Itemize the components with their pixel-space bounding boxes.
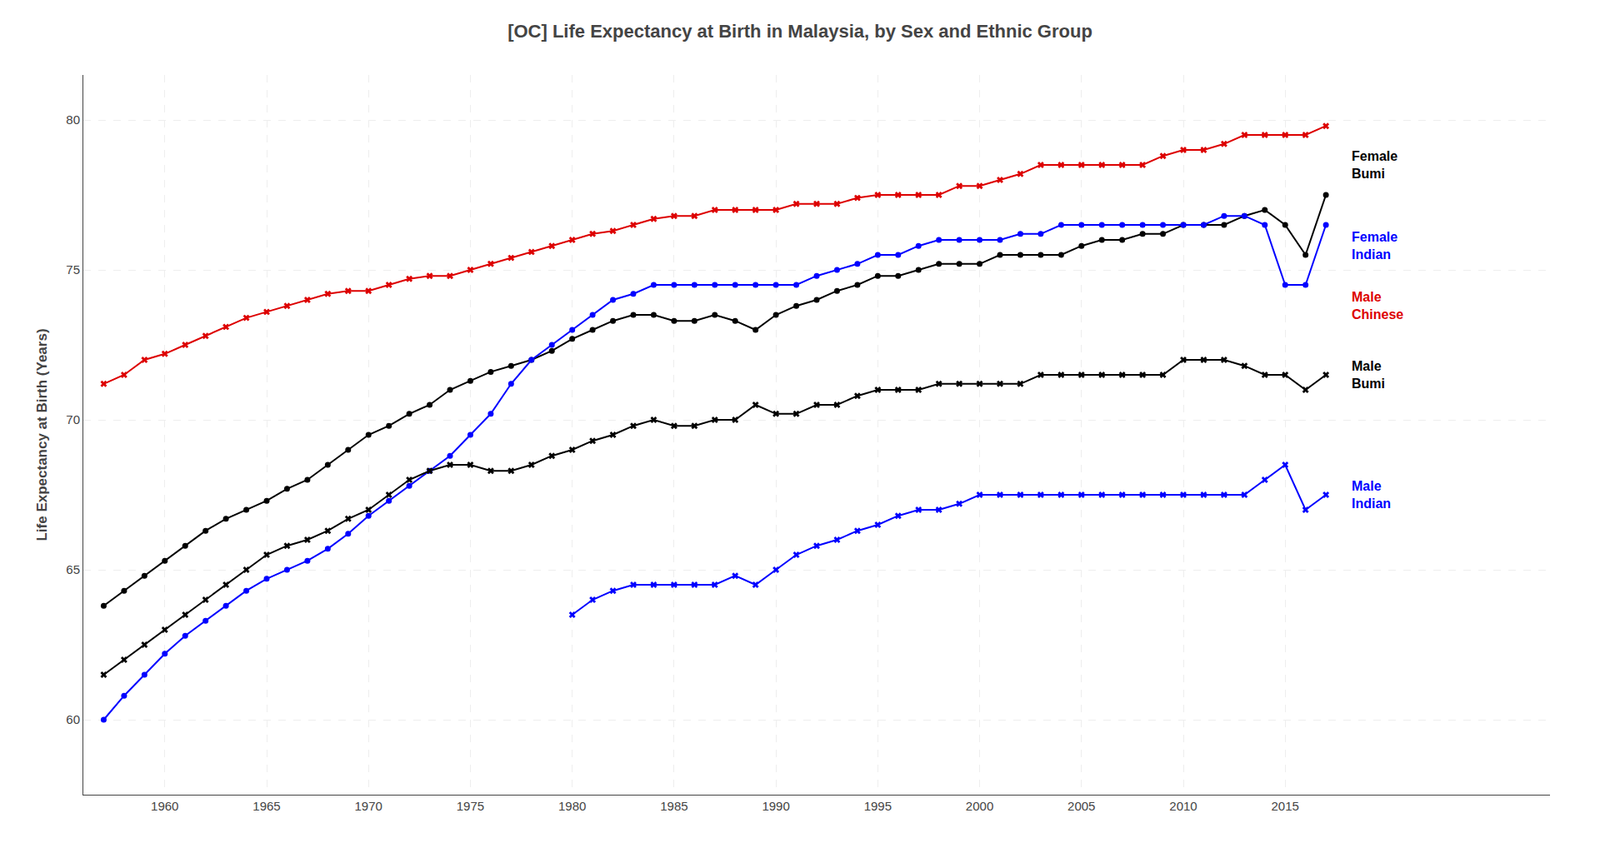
svg-text:Life Expectancy at Birth (Year: Life Expectancy at Birth (Years) <box>34 328 50 541</box>
svg-text:1960: 1960 <box>150 799 179 814</box>
svg-text:60: 60 <box>65 712 80 727</box>
svg-text:1990: 1990 <box>761 799 790 814</box>
svg-text:1995: 1995 <box>864 799 892 814</box>
svg-text:MaleBumi: MaleBumi <box>1351 359 1385 391</box>
svg-text:2000: 2000 <box>965 799 994 814</box>
svg-text:MaleChinese: MaleChinese <box>1351 290 1404 322</box>
svg-text:70: 70 <box>65 412 80 427</box>
svg-text:2015: 2015 <box>1271 799 1300 814</box>
svg-text:1975: 1975 <box>456 799 485 814</box>
svg-text:[OC] Life Expectancy at Birth: [OC] Life Expectancy at Birth in Malaysi… <box>507 20 1093 42</box>
svg-text:MaleIndian: MaleIndian <box>1351 479 1391 511</box>
svg-text:FemaleIndian: FemaleIndian <box>1351 230 1398 262</box>
svg-text:2010: 2010 <box>1169 799 1197 814</box>
svg-text:80: 80 <box>65 112 80 127</box>
svg-text:2005: 2005 <box>1067 799 1095 814</box>
svg-text:1980: 1980 <box>558 799 586 814</box>
svg-text:1970: 1970 <box>355 799 383 814</box>
svg-text:65: 65 <box>65 562 80 577</box>
svg-text:FemaleBumi: FemaleBumi <box>1351 149 1398 181</box>
svg-text:1965: 1965 <box>252 799 280 814</box>
svg-text:1985: 1985 <box>660 799 688 814</box>
svg-text:75: 75 <box>65 262 80 277</box>
